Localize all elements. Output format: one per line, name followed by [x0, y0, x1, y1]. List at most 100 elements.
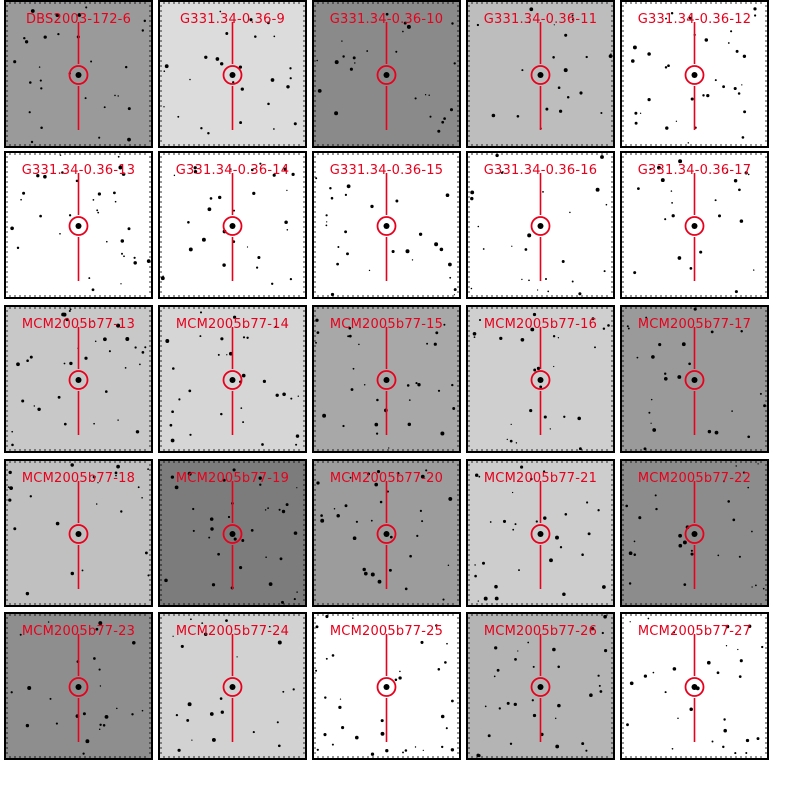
field-star — [491, 113, 496, 118]
field-star — [417, 383, 421, 387]
field-star — [257, 255, 261, 260]
field-star — [121, 252, 123, 255]
field-star — [220, 710, 224, 714]
field-star — [445, 727, 448, 730]
field-star — [134, 346, 137, 349]
image-panel: MCM2005b77-24 — [158, 612, 307, 760]
field-star — [283, 167, 287, 171]
target-circle-marker — [376, 524, 397, 544]
field-star — [282, 392, 286, 397]
field-star — [341, 40, 343, 42]
field-star — [65, 317, 69, 322]
panel-label: MCM2005b77-21 — [483, 471, 598, 486]
field-star — [21, 399, 25, 403]
field-star — [220, 62, 224, 66]
field-star — [172, 635, 174, 637]
field-star — [664, 218, 667, 221]
target-circle-marker — [222, 216, 243, 236]
target-star — [75, 72, 82, 78]
field-star — [98, 668, 101, 671]
field-star — [13, 527, 17, 531]
field-star — [116, 464, 120, 469]
field-star — [116, 323, 121, 328]
image-panel: G331.34-0.36-12 — [620, 0, 769, 148]
field-star — [706, 660, 711, 665]
field-star — [530, 327, 535, 332]
field-star — [316, 59, 318, 62]
field-star — [193, 170, 198, 174]
field-star — [238, 65, 243, 69]
field-star — [187, 702, 192, 707]
field-star — [470, 196, 474, 201]
field-star — [116, 707, 118, 710]
field-star — [124, 367, 127, 369]
field-star — [177, 115, 180, 118]
field-star — [293, 122, 297, 126]
field-star — [741, 136, 745, 139]
field-star — [143, 19, 147, 23]
field-star — [336, 262, 339, 266]
field-star — [509, 439, 513, 443]
star-field — [468, 307, 613, 451]
field-star — [408, 399, 411, 401]
field-star — [141, 709, 144, 712]
field-star — [315, 341, 317, 344]
panel-label: MCM2005b77-26 — [483, 624, 598, 639]
panel-label: G331.34-0.36-9 — [180, 12, 285, 27]
field-star — [449, 276, 452, 279]
field-star — [92, 320, 94, 322]
field-star — [600, 155, 604, 159]
field-star — [738, 555, 741, 558]
star-field — [160, 153, 305, 297]
target-circle-marker — [222, 677, 243, 697]
field-star — [13, 60, 17, 64]
field-star — [633, 540, 636, 543]
field-star — [291, 172, 295, 176]
field-star — [175, 713, 179, 717]
field-star — [63, 422, 67, 426]
field-star — [25, 591, 30, 596]
field-star — [530, 477, 533, 481]
field-star — [690, 97, 694, 101]
field-star — [437, 129, 441, 133]
field-star — [264, 509, 267, 511]
panel-label: MCM2005b77-17 — [637, 317, 752, 332]
field-star — [366, 50, 369, 52]
field-star — [450, 748, 455, 752]
field-star — [330, 292, 335, 297]
field-star — [144, 346, 147, 349]
field-star — [120, 510, 123, 513]
field-star — [342, 55, 345, 58]
field-star — [348, 334, 352, 338]
field-star — [435, 331, 439, 335]
field-star — [500, 171, 504, 174]
field-star — [315, 318, 319, 322]
field-star — [47, 621, 50, 623]
field-star — [528, 21, 531, 24]
field-star — [117, 155, 120, 158]
field-star — [352, 367, 355, 370]
field-star — [388, 568, 392, 572]
panel-label: MCM2005b77-27 — [637, 624, 752, 639]
field-star — [751, 586, 753, 588]
field-star — [186, 718, 190, 722]
field-star — [285, 503, 289, 507]
field-star — [286, 189, 288, 192]
field-star — [43, 174, 47, 179]
field-star — [104, 715, 109, 719]
field-star — [97, 192, 102, 196]
field-star — [29, 355, 33, 359]
field-star — [388, 447, 390, 449]
field-star — [28, 111, 31, 114]
field-star — [603, 270, 606, 273]
field-star — [232, 209, 236, 212]
field-star — [476, 23, 480, 27]
field-star — [406, 24, 411, 29]
field-star — [506, 701, 510, 705]
field-star — [69, 361, 73, 366]
star-field — [160, 461, 305, 605]
field-star — [225, 32, 229, 35]
field-star — [108, 350, 111, 353]
field-star — [714, 430, 719, 435]
field-star — [532, 665, 535, 668]
